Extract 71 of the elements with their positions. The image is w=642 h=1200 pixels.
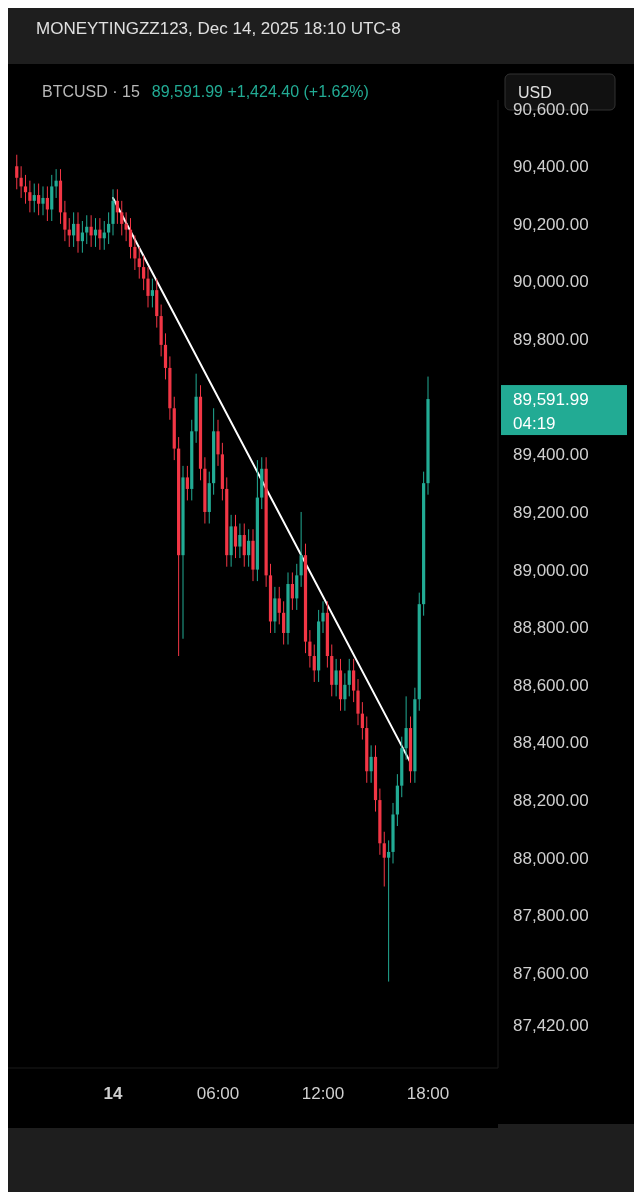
candlestick — [128, 217, 133, 259]
candlestick — [290, 571, 294, 611]
candlestick — [382, 831, 386, 887]
candlestick — [120, 200, 124, 236]
candlestick — [146, 266, 150, 308]
candlestick — [142, 255, 146, 291]
candlestick — [111, 188, 115, 236]
candlestick — [356, 678, 360, 726]
candlestick — [37, 183, 41, 216]
candlestick — [233, 514, 238, 559]
y-tick-label: 89,800.00 — [513, 330, 589, 350]
candlestick — [85, 214, 89, 245]
candlestick — [216, 419, 220, 467]
candlestick — [242, 523, 246, 568]
candlestick — [321, 600, 325, 634]
chart-subtitle: BTCUSD · 15 — [42, 83, 140, 100]
x-tick-label: 14 — [103, 1084, 123, 1103]
y-tick-label: 90,600.00 — [513, 99, 589, 119]
candlestick — [163, 332, 168, 380]
candlestick — [76, 211, 80, 254]
candlestick — [277, 586, 281, 625]
x-tick-label: 18:00 — [406, 1084, 450, 1103]
candlestick — [28, 180, 32, 213]
candlestick — [50, 174, 54, 222]
y-tick-label: 89,200.00 — [513, 502, 589, 522]
candlestick — [369, 744, 373, 784]
y-tick-label: 88,000.00 — [513, 848, 589, 868]
y-tick-label: 87,600.00 — [513, 963, 589, 983]
candlestick — [334, 658, 338, 697]
candlestick — [137, 246, 141, 280]
candlestick — [15, 154, 19, 190]
candlestick — [273, 586, 277, 634]
candlestick — [347, 658, 351, 697]
candlestick — [32, 183, 36, 213]
chart-title: MONEYTINGZZ123, Dec 14, 2025 18:10 UTC-8 — [36, 19, 401, 38]
candlestick — [23, 174, 28, 205]
candlestick — [343, 672, 347, 712]
candlestick — [63, 200, 67, 242]
y-tick-label: 89,000.00 — [513, 560, 589, 580]
candlestick — [299, 511, 303, 588]
y-tick-label: 90,000.00 — [513, 272, 589, 292]
y-tick-label: 88,600.00 — [513, 675, 589, 695]
candlestick — [124, 211, 128, 242]
x-tick-label: 06:00 — [196, 1084, 240, 1103]
candlestick — [404, 695, 408, 761]
candlestick — [352, 658, 356, 703]
candlestick — [282, 600, 286, 645]
y-tick-label: 90,400.00 — [513, 157, 589, 177]
y-tick-label: 89,400.00 — [513, 445, 589, 465]
candlestick — [387, 839, 391, 983]
y-tick-label: 88,800.00 — [513, 618, 589, 638]
candlestick — [295, 563, 299, 611]
candlestick — [107, 211, 111, 245]
candlestick — [308, 629, 312, 669]
y-tick-label: 90,200.00 — [513, 214, 589, 234]
text: 04:19 — [513, 414, 556, 433]
candlestick — [185, 465, 189, 501]
candlestick — [247, 528, 251, 568]
candlestick — [238, 523, 242, 559]
y-tick-label: 87,420.00 — [513, 1015, 589, 1035]
candlestick — [150, 278, 154, 308]
text: USD — [518, 84, 552, 101]
x-tick-label: 12:00 — [301, 1084, 345, 1103]
y-tick-label: 88,200.00 — [513, 791, 589, 811]
candlestick — [360, 701, 364, 741]
y-tick-label: 88,400.00 — [513, 733, 589, 753]
text: 89,591.99 — [513, 390, 589, 409]
y-tick-label: 87,800.00 — [513, 906, 589, 926]
candlestick — [41, 185, 45, 216]
annotation: 89,591.99 +1,424.40 (+1.62%) — [151, 83, 369, 100]
candlestick — [312, 644, 316, 683]
